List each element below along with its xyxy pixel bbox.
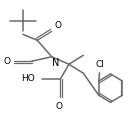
Text: N: N xyxy=(52,57,60,68)
Text: Cl: Cl xyxy=(96,60,105,69)
Text: HO: HO xyxy=(21,74,35,83)
Text: O: O xyxy=(4,57,11,66)
Text: O: O xyxy=(55,102,62,111)
Text: O: O xyxy=(55,21,62,30)
